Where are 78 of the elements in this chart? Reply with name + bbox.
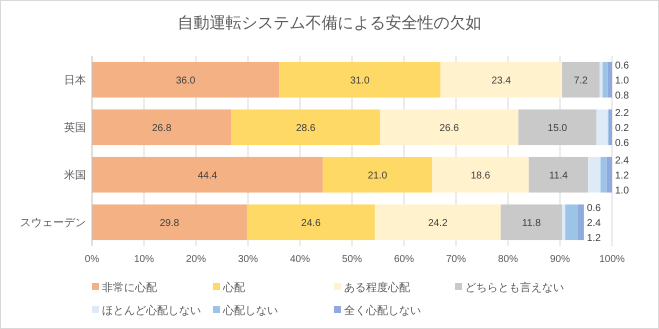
bar bbox=[562, 62, 600, 98]
x-tick-label: 40% bbox=[290, 254, 310, 265]
data-label: 2.2 bbox=[615, 108, 630, 119]
bar bbox=[608, 109, 612, 146]
data-label: 1.2 bbox=[615, 170, 630, 182]
data-label: 1.2 bbox=[586, 232, 602, 244]
data-label: 11.8 bbox=[522, 218, 542, 229]
x-tick-label: 80% bbox=[498, 254, 518, 265]
x-tick-label: 0% bbox=[84, 254, 100, 265]
data-label: 36.0 bbox=[176, 75, 196, 86]
legend-label: 心配 bbox=[222, 280, 245, 294]
data-label: 31.0 bbox=[350, 75, 370, 86]
chart-title: 自動運転システム不備による安全性の欠如 bbox=[178, 14, 482, 32]
bar bbox=[596, 109, 608, 146]
bar bbox=[606, 156, 612, 193]
data-label: 0.6 bbox=[615, 60, 630, 72]
legend-label: 非常に心配 bbox=[102, 280, 157, 294]
x-tick-label: 90% bbox=[550, 254, 570, 265]
data-label: 7.2 bbox=[574, 75, 588, 86]
data-label: 26.8 bbox=[152, 122, 172, 134]
bar bbox=[92, 204, 247, 240]
bar bbox=[440, 62, 562, 98]
data-label: 2.4 bbox=[615, 155, 630, 166]
x-tick-label: 60% bbox=[394, 254, 414, 265]
bar bbox=[92, 109, 232, 146]
x-tick-label: 100% bbox=[599, 254, 625, 265]
data-label: 15.0 bbox=[548, 122, 568, 134]
data-label: 0.6 bbox=[586, 202, 602, 214]
bar bbox=[528, 156, 588, 193]
legend-label: 心配しない bbox=[222, 304, 278, 317]
bar bbox=[432, 156, 529, 193]
data-label: 18.6 bbox=[470, 170, 491, 182]
data-label: 21.0 bbox=[368, 170, 388, 182]
bar bbox=[92, 62, 280, 98]
x-tick-label: 30% bbox=[238, 254, 258, 265]
data-label: 24.6 bbox=[301, 218, 322, 229]
x-tick-label: 50% bbox=[342, 254, 362, 265]
bar bbox=[518, 109, 596, 146]
x-tick-label: 10% bbox=[134, 254, 154, 265]
bar bbox=[246, 204, 375, 240]
bar bbox=[578, 204, 584, 240]
x-tick-label: 20% bbox=[186, 254, 206, 265]
legend-label: どちらとも言えない bbox=[465, 280, 564, 294]
data-label: 29.8 bbox=[160, 218, 180, 229]
data-label: 11.4 bbox=[549, 170, 568, 182]
bar bbox=[588, 156, 601, 193]
y-tick-label: 英国 bbox=[64, 121, 86, 134]
data-label: 1.0 bbox=[615, 75, 630, 86]
bar bbox=[562, 204, 566, 240]
bar bbox=[279, 62, 440, 98]
data-label: 0.6 bbox=[615, 138, 630, 149]
bar bbox=[500, 204, 562, 240]
bar bbox=[602, 62, 608, 98]
bar bbox=[322, 156, 432, 193]
data-label: 2.4 bbox=[586, 218, 602, 229]
legend-label: 全く心配しない bbox=[344, 304, 421, 317]
legend-label: ほとんど心配しない bbox=[102, 304, 201, 317]
data-label: 26.6 bbox=[440, 122, 460, 134]
x-tick-label: 70% bbox=[446, 254, 466, 265]
data-label: 24.2 bbox=[428, 218, 448, 229]
y-tick-label: 日本 bbox=[64, 74, 86, 87]
bar bbox=[374, 204, 501, 240]
y-tick-label: スウェーデン bbox=[20, 217, 86, 230]
bar bbox=[608, 62, 612, 98]
bar bbox=[600, 62, 603, 98]
data-label: 44.4 bbox=[198, 170, 218, 182]
data-label: 0.2 bbox=[615, 122, 630, 134]
data-label: 0.8 bbox=[615, 90, 630, 102]
bar bbox=[565, 204, 578, 240]
data-label: 23.4 bbox=[492, 75, 512, 86]
bar bbox=[600, 156, 607, 193]
bar bbox=[380, 109, 518, 146]
data-label: 1.0 bbox=[615, 185, 630, 196]
y-tick-label: 米国 bbox=[64, 168, 86, 182]
data-label: 28.6 bbox=[296, 122, 316, 134]
legend-label: ある程度心配 bbox=[344, 280, 410, 294]
bar bbox=[92, 156, 323, 193]
bar bbox=[231, 109, 380, 146]
